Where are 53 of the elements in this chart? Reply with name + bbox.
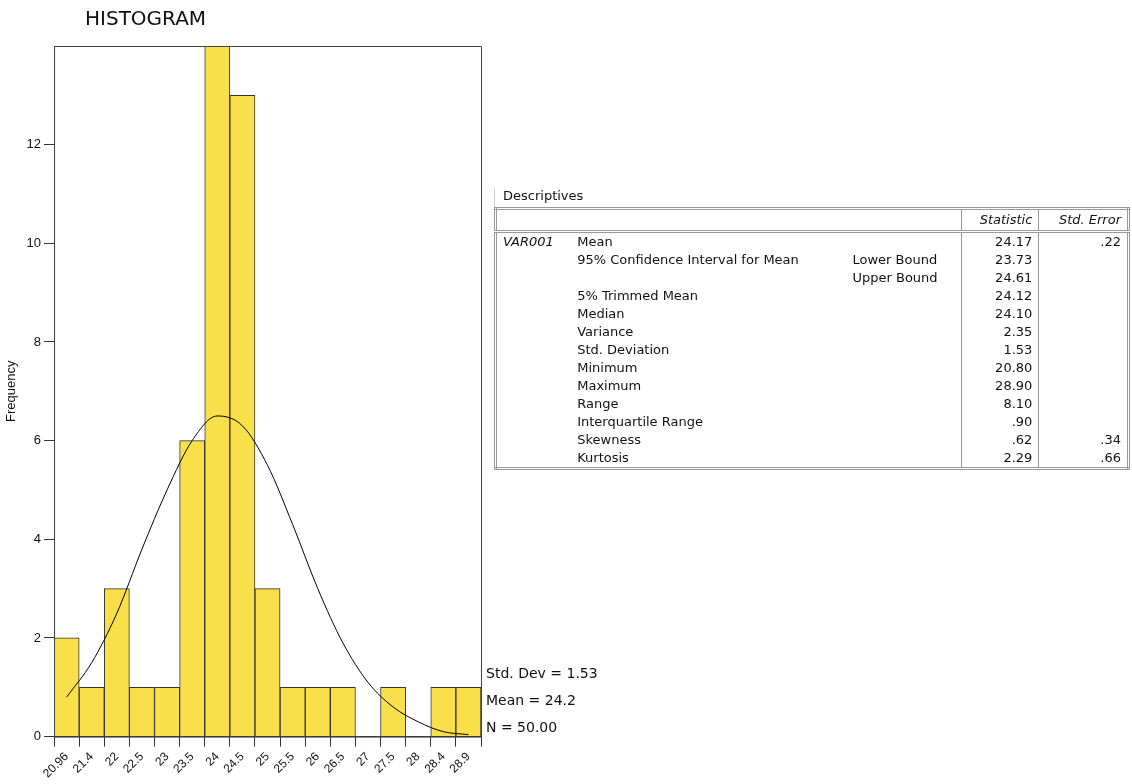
text: Mean = 24.2	[486, 692, 576, 709]
text: 2.29	[1003, 450, 1033, 465]
text: 24.61	[995, 270, 1033, 285]
text: Lower Bound	[852, 252, 938, 267]
text: 5% Trimmed Mean	[577, 288, 699, 303]
text: 23.73	[995, 252, 1033, 267]
text: 1.53	[1003, 342, 1033, 357]
text: Mean	[577, 234, 613, 249]
text: N = 50.00	[486, 719, 558, 736]
y-tick-label: 0	[33, 728, 42, 744]
text: 20.80	[995, 360, 1033, 375]
text: 28.90	[995, 378, 1033, 393]
text: .90	[1011, 414, 1033, 429]
y-tick-label: 6	[33, 432, 42, 448]
text: Median	[577, 306, 625, 321]
text: 8.10	[1003, 396, 1033, 411]
text: 24.10	[995, 306, 1033, 321]
text: 24.17	[995, 234, 1033, 249]
text: Std. Deviation	[577, 342, 670, 357]
x-tick-label: 24	[202, 749, 222, 769]
x-tick-label: 23	[152, 749, 172, 769]
y-tick-label: 10	[26, 234, 42, 250]
text: Maximum	[577, 378, 642, 393]
chart-title: HISTOGRAM	[85, 6, 207, 30]
text: Kurtosis	[577, 450, 629, 465]
text: Interquartile Range	[577, 414, 703, 429]
x-tick-label: 25	[252, 749, 273, 769]
text: 95% Confidence Interval for Mean	[577, 252, 799, 267]
x-tick-label: 27	[353, 749, 373, 769]
text: Std. Dev = 1.53	[486, 665, 598, 682]
text: VAR001	[503, 234, 554, 249]
text: 24.12	[995, 288, 1033, 303]
text: .22	[1100, 234, 1121, 249]
category-label: Std. Error	[1038, 208, 1129, 232]
x-tick-label: 22	[101, 749, 122, 769]
text: Variance	[577, 324, 634, 339]
x-tick-label: 28	[403, 749, 423, 769]
y-tick-label: 12	[26, 136, 42, 152]
text: .62	[1011, 432, 1033, 447]
text: .34	[1100, 432, 1121, 447]
text: Range	[577, 396, 619, 411]
text: 2.35	[1003, 324, 1033, 339]
text: Minimum	[577, 360, 638, 375]
category-label: Statistic	[961, 208, 1039, 232]
text: Upper Bound	[852, 270, 938, 285]
text: .66	[1100, 450, 1121, 465]
y-tick-label: 2	[33, 629, 42, 645]
text: Skewness	[577, 432, 641, 447]
x-tick-label: 26	[302, 749, 323, 769]
y-axis-title: Frequency	[3, 360, 19, 422]
y-tick-label: 4	[33, 530, 42, 546]
y-tick-label: 8	[33, 333, 42, 349]
text: Descriptives	[494, 188, 1130, 207]
